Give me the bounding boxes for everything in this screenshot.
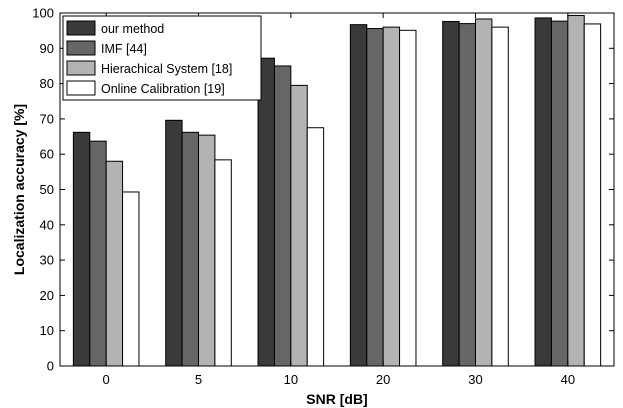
legend-swatch <box>66 60 96 76</box>
y-tick-label: 80 <box>40 76 54 91</box>
bar <box>257 57 275 367</box>
bar <box>105 160 124 367</box>
bar <box>491 26 509 367</box>
bar <box>550 20 569 367</box>
x-tick-label: 10 <box>284 372 298 387</box>
bar <box>122 191 140 367</box>
bar <box>273 65 292 367</box>
legend-swatch <box>66 20 96 36</box>
bar <box>165 119 183 367</box>
bar <box>349 24 368 367</box>
bar <box>181 131 200 367</box>
bar <box>399 29 417 367</box>
y-tick-label: 50 <box>40 182 54 197</box>
legend-label: IMF [44] <box>101 42 147 56</box>
bar <box>583 23 602 367</box>
bar <box>458 23 477 367</box>
y-axis-title: Localization accuracy [%] <box>11 104 27 275</box>
ticks-layer: 0 10 20 30 40 50 60 70 80 90 100 0 5 10 20 30 40 <box>32 6 614 387</box>
bar <box>442 20 460 367</box>
legend-swatch <box>66 80 96 96</box>
bar <box>214 159 232 367</box>
bar <box>382 26 401 367</box>
legend-label: Hierachical System [18] <box>101 62 232 76</box>
y-tick-label: 30 <box>40 253 54 268</box>
legend-label: our method <box>101 22 164 36</box>
y-tick-label: 90 <box>40 41 54 56</box>
bar <box>567 14 585 367</box>
y-tick-label: 0 <box>47 359 54 374</box>
x-tick-label: 40 <box>561 372 575 387</box>
bar <box>290 84 308 367</box>
x-tick-label: 20 <box>376 372 390 387</box>
legend-swatch <box>66 40 96 56</box>
y-tick-label: 20 <box>40 288 54 303</box>
bar <box>475 18 493 367</box>
bar <box>534 17 552 367</box>
x-tick-label: 30 <box>468 372 482 387</box>
x-tick-label: 0 <box>103 372 110 387</box>
y-tick-label: 40 <box>40 217 54 232</box>
x-axis-title: SNR [dB] <box>306 391 367 407</box>
y-tick-label: 70 <box>40 111 54 126</box>
bar <box>198 134 216 367</box>
y-tick-label: 60 <box>40 147 54 162</box>
bar <box>72 131 91 367</box>
x-tick-label: 5 <box>195 372 202 387</box>
legend-label: Online Calibration [19] <box>101 82 225 96</box>
y-tick-label: 10 <box>40 323 54 338</box>
bar <box>366 28 384 367</box>
bars-layer <box>72 14 602 367</box>
legend: our method IMF [44] Hierachical System [18… <box>62 15 262 101</box>
y-tick-label: 100 <box>32 6 54 21</box>
bar <box>306 127 325 367</box>
bar <box>89 140 107 367</box>
legend-box <box>62 15 262 101</box>
